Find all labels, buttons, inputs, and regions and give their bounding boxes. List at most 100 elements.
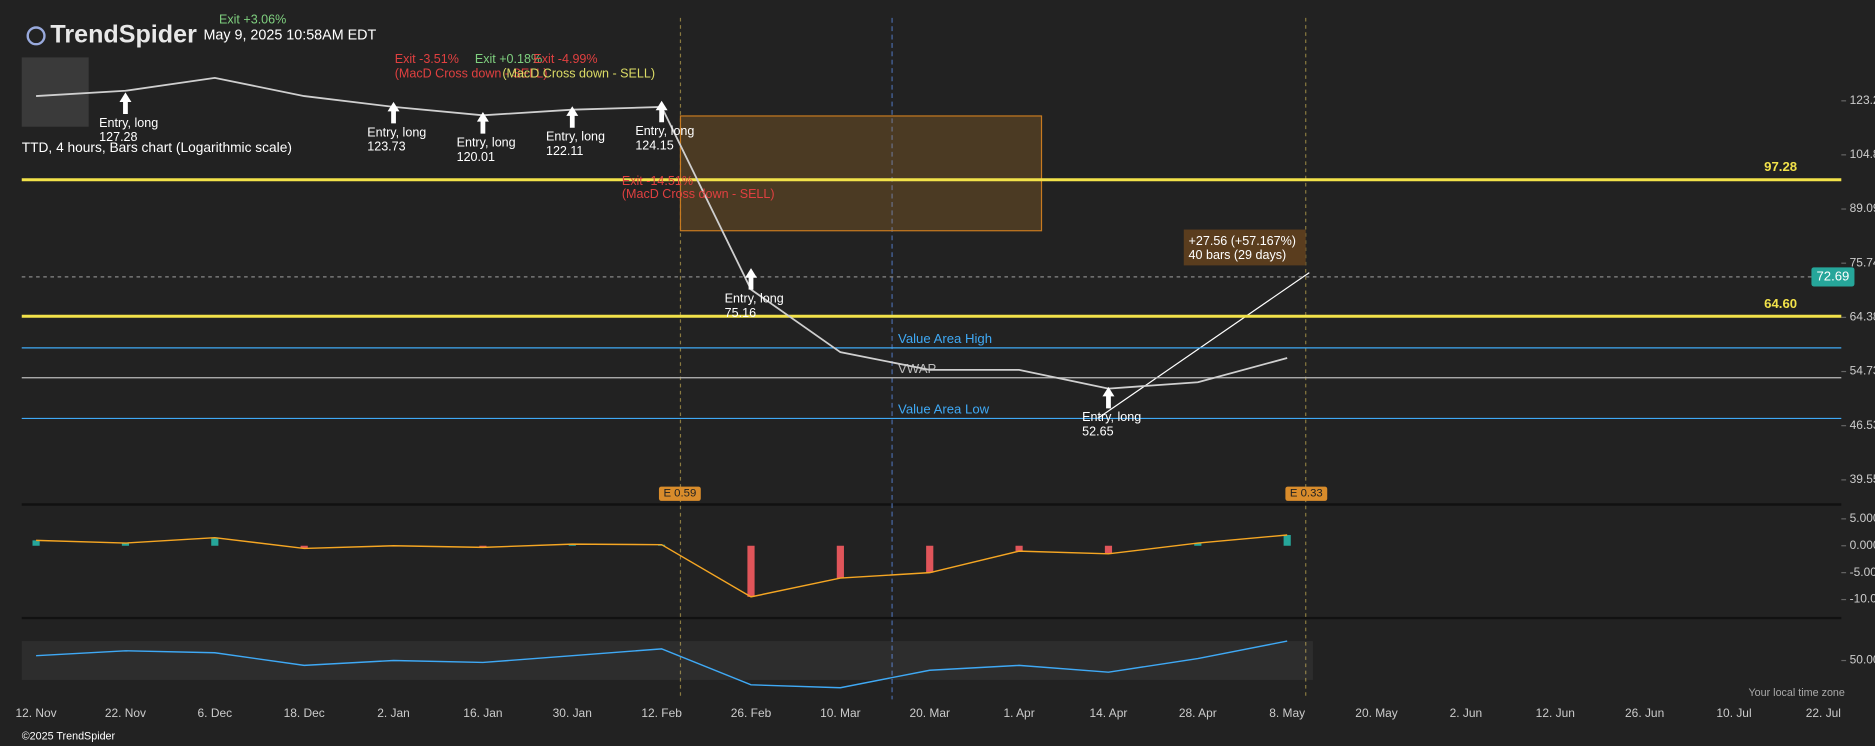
entry-label: Entry, long xyxy=(367,125,426,139)
x-tick-label: 20. May xyxy=(1355,706,1397,720)
x-tick-label: 20. Mar xyxy=(909,706,949,720)
macd-bar xyxy=(836,545,844,579)
exit-label: Exit -14.51% xyxy=(622,174,693,188)
macd-bar xyxy=(121,543,130,546)
copyright: ©2025 TrendSpider xyxy=(22,730,116,742)
y-tick-label: 39.55 xyxy=(1850,472,1875,486)
x-tick-label: 30. Jan xyxy=(553,706,592,720)
x-tick-label: 6. Dec xyxy=(198,706,233,720)
exit-label: Exit -3.51% xyxy=(395,52,459,66)
macd-bar xyxy=(1104,545,1113,554)
macd-tick-label: -10.000 xyxy=(1850,592,1875,606)
earnings-label: E 0.33 xyxy=(1290,488,1323,500)
entry-label: Entry, long xyxy=(546,130,605,144)
entry-price: 127.28 xyxy=(99,130,137,144)
profile-label: VWAP xyxy=(898,361,936,376)
earnings-badge xyxy=(1285,486,1328,501)
measure-label: 40 bars (29 days) xyxy=(1189,248,1287,262)
entry-label: Entry, long xyxy=(1082,410,1141,424)
entry-label: Entry, long xyxy=(457,135,516,149)
exit-label: Exit -4.99% xyxy=(533,52,597,66)
timestamp: May 9, 2025 10:58AM EDT xyxy=(203,28,376,44)
y-tick-label: 89.09 xyxy=(1850,201,1875,215)
entry-price: 52.65 xyxy=(1082,425,1113,439)
entry-arrow xyxy=(1102,386,1115,409)
macd-bar xyxy=(211,537,219,546)
macd-line xyxy=(36,534,1288,598)
exit-label: (MacD Cross down - SELL) xyxy=(502,66,655,80)
profile-label: Value Area Low xyxy=(898,402,990,417)
exit-label: (MacD Cross down - SELL) xyxy=(622,187,775,201)
entry-label: Entry, long xyxy=(99,116,158,130)
x-tick-label: 8. May xyxy=(1269,706,1305,720)
brand: TrendSpider xyxy=(50,20,197,48)
macd-bar xyxy=(568,544,576,546)
x-tick-label: 18. Dec xyxy=(284,706,325,720)
earnings-badge xyxy=(658,486,701,501)
x-tick-label: 1. Apr xyxy=(1003,706,1034,720)
y-tick-label: 46.53 xyxy=(1850,418,1875,432)
x-tick-label: 16. Jan xyxy=(463,706,502,720)
macd-tick-label: -5.000 xyxy=(1850,565,1875,579)
entry-label: Entry, long xyxy=(725,292,784,306)
measure-arrow xyxy=(1097,272,1310,419)
entry-price: 75.16 xyxy=(725,306,756,320)
chart-title: TTD, 4 hours, Bars chart (Logarithmic sc… xyxy=(22,140,292,155)
trade-zone xyxy=(679,115,1043,232)
exit-label: (MacD Cross down - SELL) xyxy=(395,66,548,80)
x-tick-label: 14. Apr xyxy=(1090,706,1128,720)
rsi-line xyxy=(36,640,1288,689)
earnings-label: E 0.59 xyxy=(663,488,696,500)
x-tick-label: 12. Nov xyxy=(16,706,57,720)
entry-price: 124.15 xyxy=(635,138,673,152)
entry-arrow xyxy=(745,268,757,290)
last-price-label: 72.69 xyxy=(1816,268,1849,283)
x-tick-label: 22. Nov xyxy=(105,706,146,720)
thumbnail xyxy=(21,57,89,127)
macd-bar xyxy=(32,540,40,546)
macd-bar xyxy=(479,545,487,548)
level-label: 97.28 xyxy=(1764,159,1797,174)
y-tick-label: 123.23 xyxy=(1850,93,1875,107)
level-label: 64.60 xyxy=(1764,296,1797,311)
entry-arrow xyxy=(566,106,579,128)
x-tick-label: 12. Feb xyxy=(641,706,682,720)
x-tick-label: 22. Jul xyxy=(1806,706,1841,720)
rsi-band xyxy=(21,641,1313,680)
measure-label: +27.56 (+57.167%) xyxy=(1189,234,1296,248)
y-tick-label: 75.74 xyxy=(1850,255,1875,269)
entry-label: Entry, long xyxy=(635,124,694,138)
x-tick-label: 12. Jun xyxy=(1536,706,1575,720)
entry-price: 120.01 xyxy=(457,150,495,164)
x-tick-label: 10. Jul xyxy=(1716,706,1751,720)
y-tick-label: 64.38 xyxy=(1850,310,1875,324)
measure-box xyxy=(1183,229,1306,266)
x-tick-label: 26. Jun xyxy=(1625,706,1664,720)
macd-bar xyxy=(926,545,934,573)
macd-tick-label: 0.000 xyxy=(1850,538,1875,552)
last-price-badge xyxy=(1811,267,1855,287)
macd-bar xyxy=(1283,534,1291,546)
entry-arrow xyxy=(476,112,489,134)
macd-tick-label: 5.000 xyxy=(1850,511,1875,525)
macd-bar xyxy=(1015,545,1023,552)
x-tick-label: 2. Jan xyxy=(377,706,410,720)
logo xyxy=(26,26,46,46)
macd-bar xyxy=(1194,543,1202,546)
profile-label: Value Area High xyxy=(898,331,992,346)
entry-arrow xyxy=(119,92,132,114)
entry-arrow xyxy=(387,101,400,124)
rsi-tick-label: 50.00 xyxy=(1850,653,1875,667)
x-tick-label: 26. Feb xyxy=(731,706,772,720)
x-tick-label: 28. Apr xyxy=(1179,706,1217,720)
x-tick-label: 2. Jun xyxy=(1450,706,1483,720)
macd-bar xyxy=(747,545,755,597)
x-tick-label: 10. Mar xyxy=(820,706,860,720)
timezone-note: Your local time zone xyxy=(1748,687,1844,699)
exit-label: Exit +3.06% xyxy=(219,13,286,27)
y-tick-label: 104.80 xyxy=(1850,147,1875,161)
entry-price: 122.11 xyxy=(546,144,583,158)
entry-price: 123.73 xyxy=(367,140,405,154)
